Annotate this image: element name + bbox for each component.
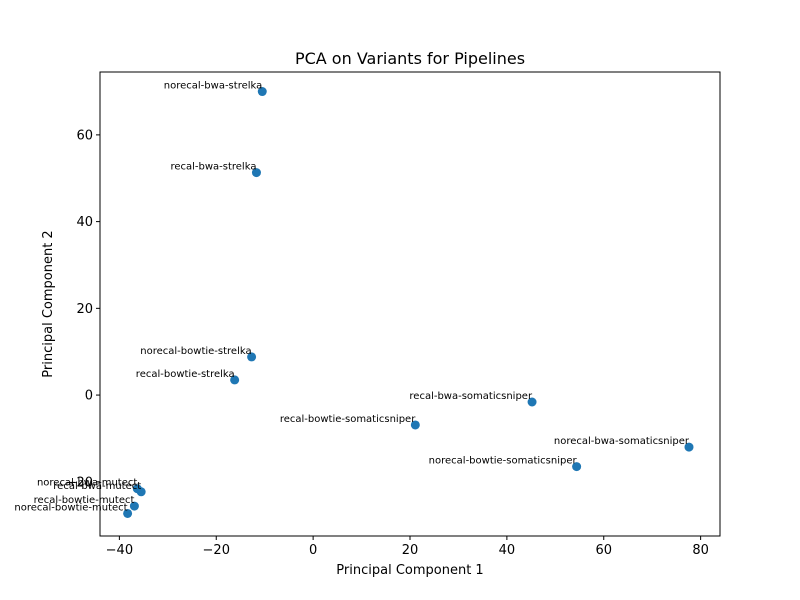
x-tick-label: 40 xyxy=(499,543,516,558)
data-point-label: norecal-bowtie-somaticsniper xyxy=(429,456,578,467)
y-tick-label: −20 xyxy=(66,475,93,490)
data-point-label: norecal-bwa-somaticsniper xyxy=(554,436,690,447)
x-tick-label: −20 xyxy=(203,543,230,558)
data-point xyxy=(247,352,257,362)
data-point-label: recal-bowtie-mutect xyxy=(34,495,135,506)
data-point xyxy=(527,397,537,407)
x-tick-label: 0 xyxy=(309,543,317,558)
axes-frame xyxy=(99,71,721,537)
data-point-label: norecal-bwa-mutect xyxy=(37,478,137,489)
plot-area: norecal-bwa-strelka recal-bwa-strelka nore… xyxy=(14,81,694,518)
data-point-label: recal-bowtie-strelka xyxy=(136,369,235,380)
x-axis: −40 −20 0 20 40 60 80 xyxy=(106,536,709,558)
data-point-label: recal-bwa-mutect xyxy=(53,481,141,492)
data-point-label: recal-bwa-somaticsniper xyxy=(409,391,533,402)
data-point-label: norecal-bowtie-mutect xyxy=(14,502,127,513)
data-point xyxy=(129,501,139,511)
data-point xyxy=(230,375,240,385)
data-point-label: recal-bowtie-somaticsniper xyxy=(280,414,416,425)
chart-title: PCA on Variants for Pipelines xyxy=(295,49,525,68)
y-axis-label: Principal Component 2 xyxy=(41,230,56,377)
data-point xyxy=(257,87,267,97)
x-tick-label: 60 xyxy=(595,543,612,558)
data-point-label: norecal-bowtie-strelka xyxy=(140,346,251,357)
y-tick-label: 0 xyxy=(85,389,93,404)
data-point xyxy=(684,442,694,452)
x-tick-label: 80 xyxy=(692,543,709,558)
x-tick-label: −40 xyxy=(106,543,133,558)
data-point-label: recal-bwa-strelka xyxy=(170,162,256,173)
data-point xyxy=(123,508,133,518)
x-tick-label: 20 xyxy=(402,543,419,558)
y-tick-label: 20 xyxy=(76,302,93,317)
y-axis: −20 0 20 40 60 xyxy=(66,128,100,490)
data-point-label: norecal-bwa-strelka xyxy=(164,81,262,92)
y-tick-label: 60 xyxy=(76,128,93,143)
data-point xyxy=(251,168,261,178)
y-tick-label: 40 xyxy=(76,215,93,230)
x-axis-label: Principal Component 1 xyxy=(336,563,483,578)
data-point xyxy=(410,420,420,430)
data-point xyxy=(136,487,146,497)
data-point xyxy=(572,462,582,472)
